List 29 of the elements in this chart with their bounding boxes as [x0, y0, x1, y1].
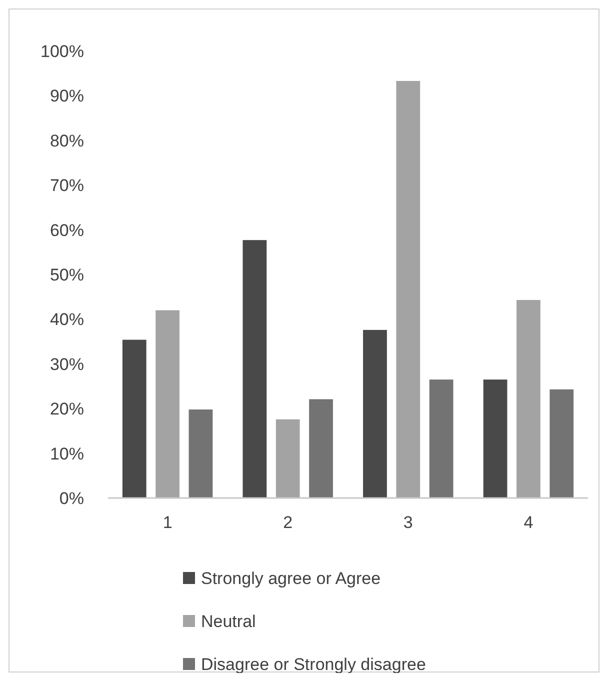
- y-tick-label: 90%: [50, 86, 84, 106]
- bar: [188, 409, 213, 498]
- x-tick-label: 1: [162, 513, 172, 532]
- y-tick-label: 0%: [59, 488, 84, 508]
- bar: [550, 389, 574, 498]
- bar: [429, 380, 454, 498]
- bar: [483, 380, 508, 498]
- x-tick-label: 4: [524, 513, 534, 532]
- y-tick-label: 70%: [50, 176, 84, 196]
- y-tick-label: 60%: [50, 220, 84, 240]
- y-tick-label: 50%: [50, 265, 84, 284]
- y-tick-label: 40%: [50, 310, 84, 330]
- y-tick-label: 10%: [50, 444, 84, 464]
- x-tick-label: 2: [283, 513, 293, 532]
- legend-label: Neutral: [201, 612, 256, 631]
- bar: [122, 340, 146, 498]
- y-tick-label: 100%: [40, 42, 84, 61]
- legend-label: Strongly agree or Agree: [201, 568, 381, 588]
- bar: [516, 300, 540, 498]
- bar: [396, 80, 420, 498]
- y-tick-label: 20%: [50, 400, 84, 419]
- bar: [309, 399, 333, 498]
- bar: [276, 419, 300, 498]
- x-tick-label: 3: [403, 513, 413, 532]
- y-tick-label: 80%: [50, 131, 84, 150]
- bar: [363, 330, 387, 498]
- y-tick-label: 30%: [50, 354, 84, 374]
- bar: [242, 240, 267, 498]
- bar: [156, 310, 180, 498]
